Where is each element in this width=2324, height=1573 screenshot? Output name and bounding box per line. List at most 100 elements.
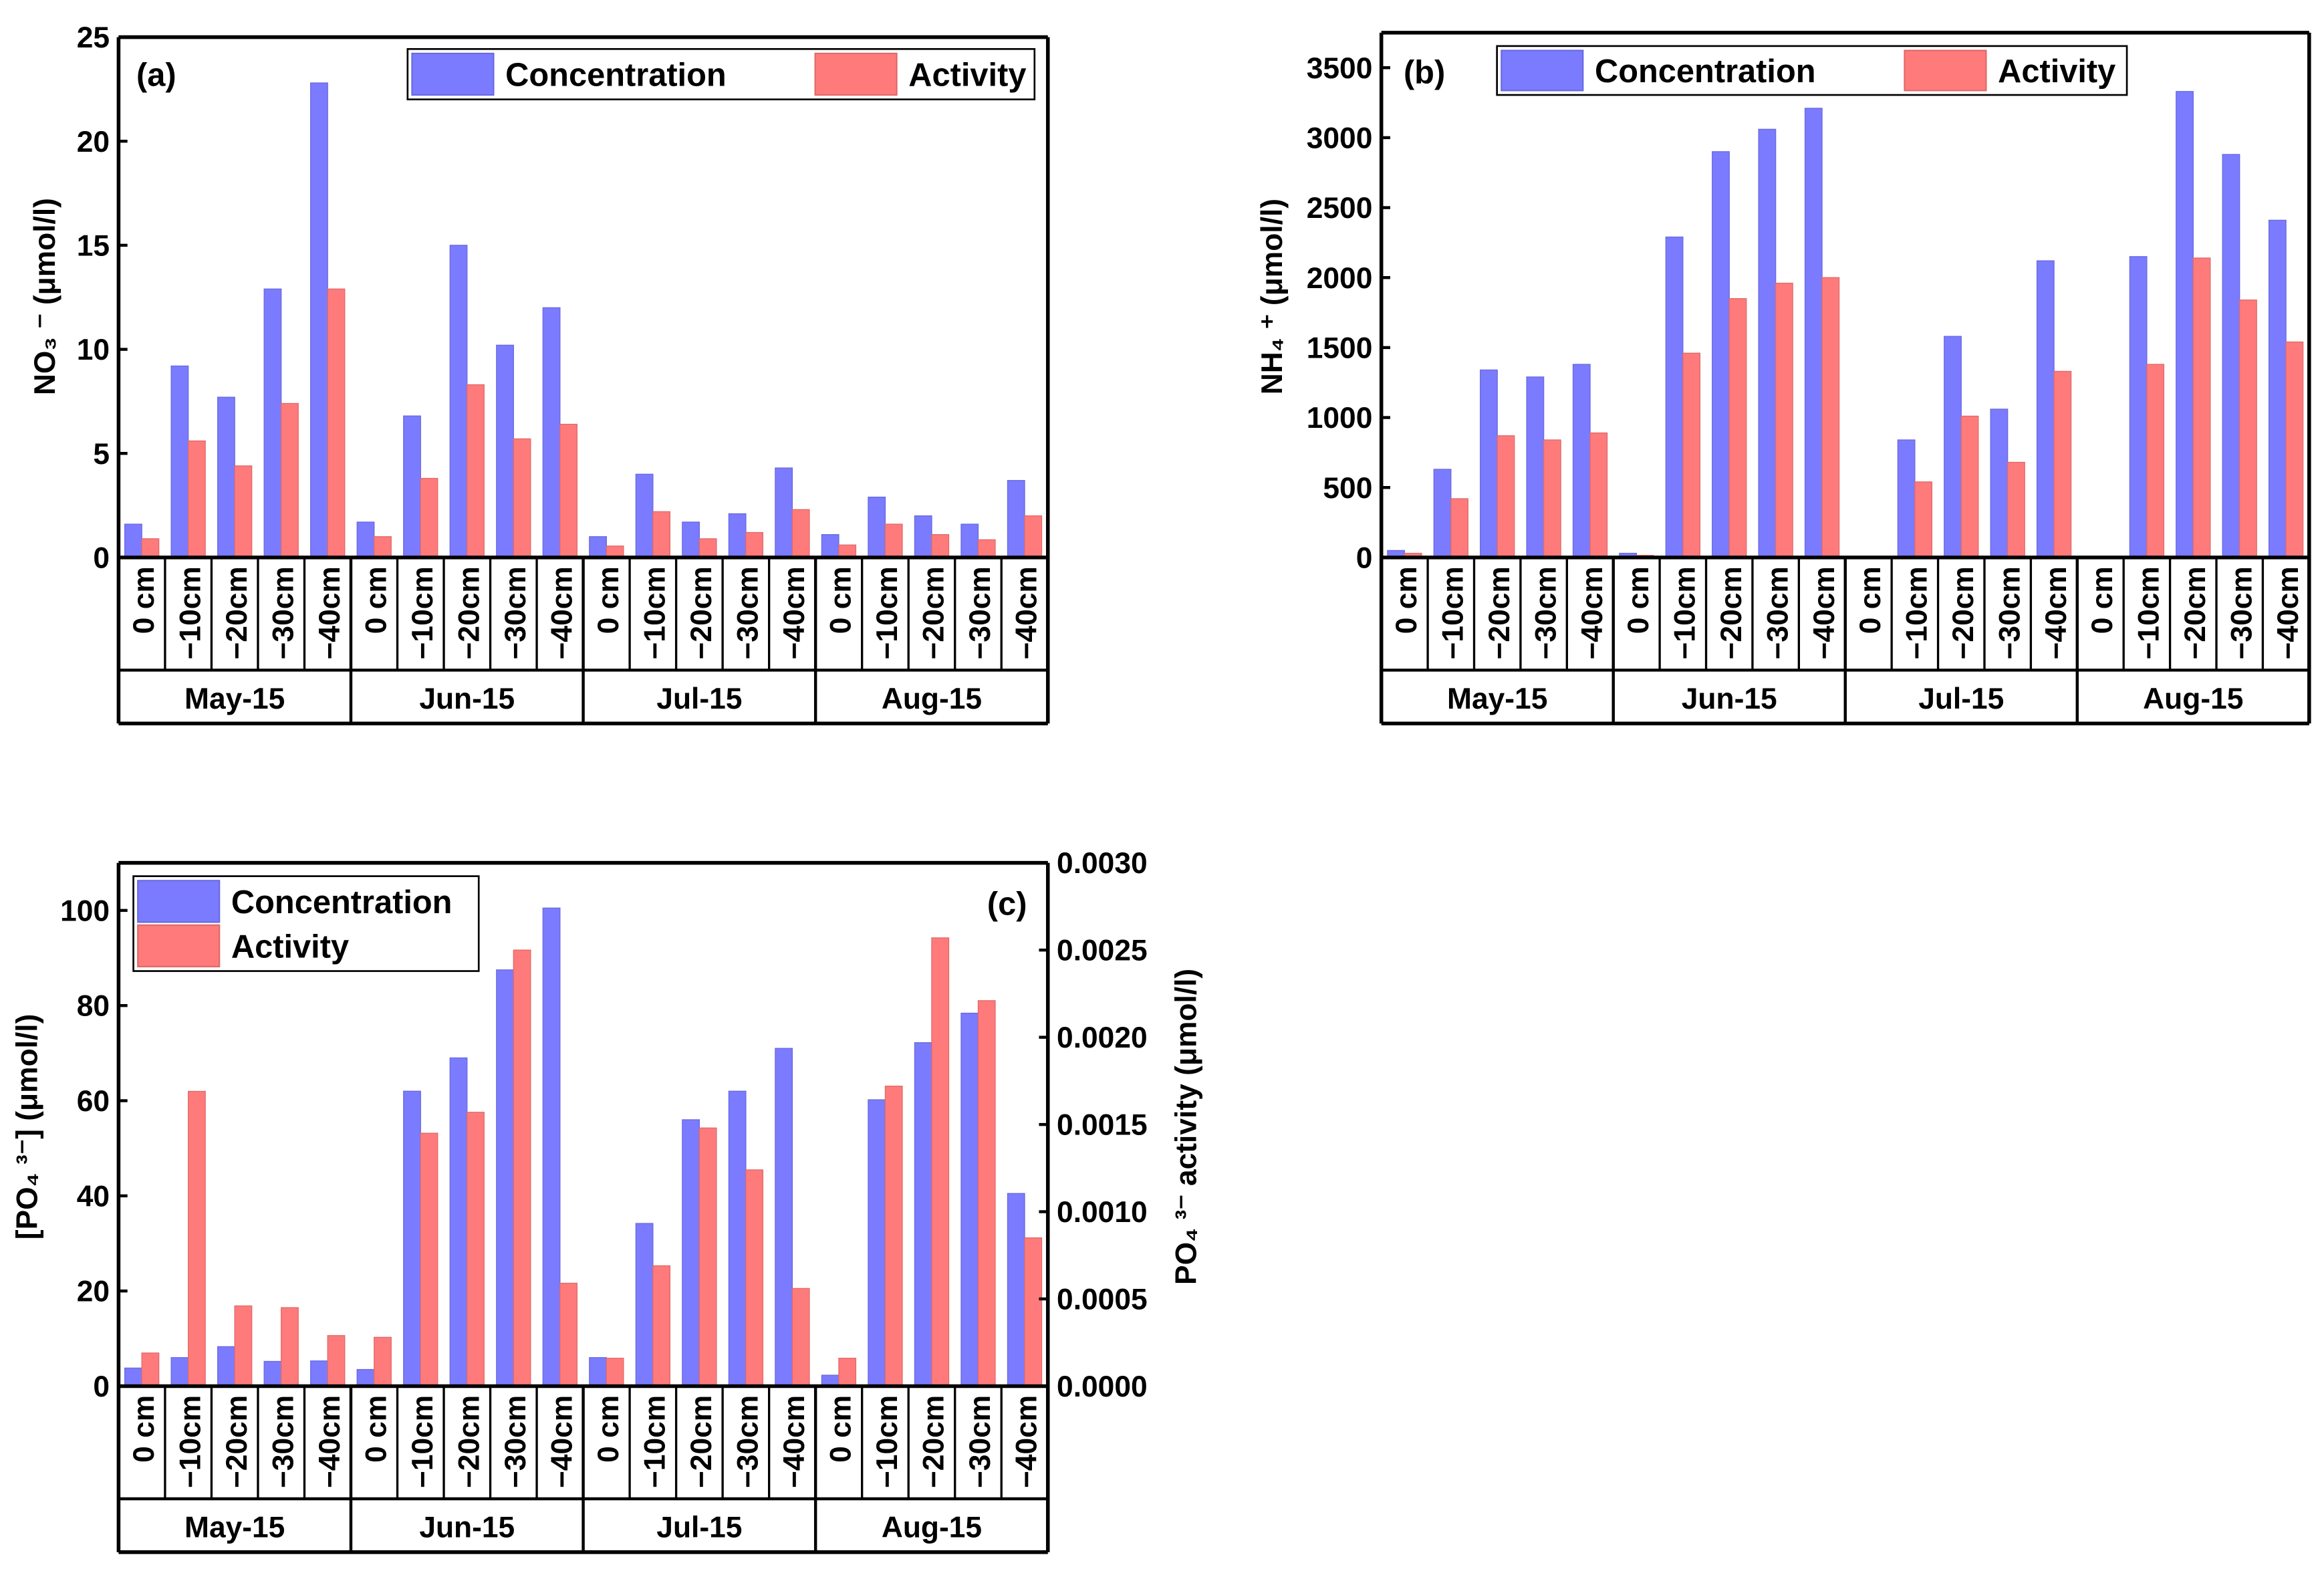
activity-bar (1728, 297, 1747, 558)
x-group-label: Jul-15 (1918, 683, 2004, 715)
x-category-label: −20cm (685, 1395, 718, 1488)
x-category-label: −30cm (499, 1395, 532, 1488)
activity-bar (513, 949, 531, 1387)
activity-bar (1589, 432, 1608, 558)
x-category-label: −40cm (778, 1395, 811, 1488)
activity-bar (745, 1169, 764, 1387)
activity-bar (513, 438, 531, 558)
x-category-label: −40cm (1576, 566, 1609, 659)
y-right-tick-label: 0.0010 (1057, 1196, 1148, 1229)
x-category-label: −10cm (2133, 566, 2166, 659)
legend-label: Concentration (1595, 53, 1816, 90)
concentration-bar (960, 523, 979, 558)
activity-bar (884, 1086, 903, 1387)
concentration-bar (170, 1357, 189, 1387)
activity-bar (1543, 439, 1561, 558)
legend: Concentration Activity (132, 875, 480, 972)
x-category-label: −20cm (221, 1395, 253, 1488)
x-category-label: −20cm (1715, 566, 1748, 659)
y-right-tick-label: 0.0000 (1057, 1370, 1148, 1403)
y-tick-label: 5 (93, 438, 110, 471)
activity-bar (141, 538, 160, 558)
concentration-bar (542, 307, 561, 558)
activity-bar (1024, 1237, 1043, 1387)
activity-bar (652, 1265, 671, 1387)
x-group-label: Jul-15 (656, 1511, 742, 1544)
concentration-bar (1804, 108, 1823, 558)
y-axis-label: [PO₄ ³⁻] (μmol/l) (11, 1014, 43, 1240)
panel-label: (a) (136, 57, 176, 94)
y-tick-label: 2000 (1307, 262, 1373, 295)
panel-label: (c) (987, 886, 1027, 922)
y-tick-label: 25 (77, 21, 110, 54)
concentration-bar (1007, 480, 1025, 558)
x-category-label: −40cm (778, 566, 811, 659)
x-category-label: 0 cm (360, 1395, 392, 1463)
y-tick-label: 100 (60, 894, 110, 927)
activity-bar (1960, 415, 1979, 558)
concentration-bar (1990, 408, 2009, 558)
concentration-bar (914, 515, 932, 558)
y-right-tick-label: 0.0015 (1057, 1109, 1148, 1142)
x-category-label: 0 cm (2086, 566, 2119, 634)
legend-swatch-activity (1904, 49, 1987, 92)
x-category-label: −10cm (639, 566, 672, 659)
x-group-label: Jul-15 (656, 683, 742, 715)
y-tick-label: 40 (77, 1180, 110, 1213)
activity-bar (838, 544, 857, 558)
x-category-label: −10cm (1901, 566, 1934, 659)
concentration-bar (1433, 469, 1452, 558)
legend-swatch-activity (137, 924, 221, 968)
x-group-label: May-15 (1447, 683, 1547, 715)
activity-bar (698, 538, 717, 558)
x-group-label: May-15 (184, 683, 285, 715)
concentration-bar (775, 1048, 793, 1387)
x-category-label: 0 cm (128, 566, 160, 634)
y-right-tick-label: 0.0005 (1057, 1284, 1148, 1316)
concentration-bar (310, 1360, 328, 1387)
chart-panel-b: 0 500 1000 1500 2000 2500 3000 3500 NH₄ ⁺ (μmol/… (1256, 31, 2311, 726)
x-group-label: May-15 (184, 1511, 285, 1544)
x-group-label: Aug-15 (2143, 683, 2243, 715)
x-category-label: −20cm (453, 1395, 486, 1488)
legend-label: Activity (908, 57, 1026, 94)
y-tick-label: 20 (77, 1276, 110, 1308)
activity-bar (2285, 341, 2304, 558)
concentration-bar (868, 1099, 886, 1387)
x-category-label: −30cm (2225, 566, 2258, 659)
y-tick-label: 1500 (1307, 332, 1373, 364)
activity-bar (931, 937, 950, 1387)
x-category-label: −30cm (267, 1395, 299, 1488)
activity-bar (977, 1000, 996, 1387)
legend-swatch-concentration (137, 880, 221, 923)
y-tick-label: 3500 (1307, 52, 1373, 85)
concentration-bar (1572, 364, 1591, 558)
activity-bar (2192, 257, 2211, 558)
activity-bar (698, 1127, 717, 1387)
x-category-label: −10cm (406, 1395, 439, 1488)
x-category-label: −40cm (1808, 566, 1841, 659)
y-right-tick-label: 0.0030 (1057, 847, 1148, 880)
x-category-label: −30cm (732, 1395, 765, 1488)
x-group-label: Jun-15 (419, 1511, 515, 1544)
concentration-bar (263, 288, 282, 558)
y-tick-label: 1000 (1307, 402, 1373, 435)
x-category-label: 0 cm (592, 566, 625, 634)
legend-swatch-concentration (1501, 49, 1584, 92)
activity-bar (1914, 481, 1933, 558)
x-category-label: −10cm (174, 1395, 207, 1488)
x-group-label: Aug-15 (882, 683, 982, 715)
activity-bar (606, 1358, 624, 1387)
activity-bar (281, 402, 299, 558)
x-category-label: −10cm (639, 1395, 672, 1488)
x-category-label: 0 cm (128, 1395, 160, 1463)
x-group-label: Jun-15 (1682, 683, 1777, 715)
legend-label: Activity (231, 929, 349, 965)
concentration-bar (310, 82, 328, 558)
activity-bar (2146, 364, 2165, 558)
x-category-label: −20cm (221, 566, 253, 659)
x-category-label: −30cm (499, 566, 532, 659)
concentration-bar (217, 1346, 235, 1387)
legend-label: Concentration (231, 884, 453, 921)
activity-bar (374, 1336, 392, 1387)
